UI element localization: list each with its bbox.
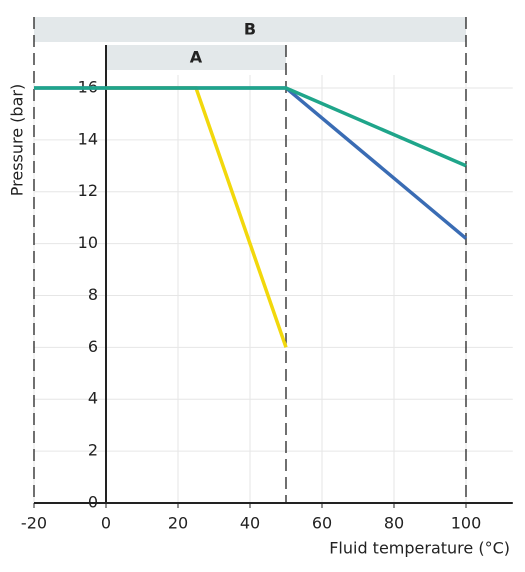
y-tick-label: 14	[78, 129, 98, 148]
x-tick-label: -20	[21, 514, 47, 533]
y-tick-label: 10	[78, 233, 98, 252]
y-tick-label: 4	[88, 389, 98, 408]
y-tick-label: 12	[78, 181, 98, 200]
y-axis-label: Pressure (bar)	[8, 84, 27, 196]
x-tick-label: 0	[101, 514, 111, 533]
y-tick-label: 6	[88, 337, 98, 356]
data-line	[34, 86, 467, 168]
y-tick-label: 8	[88, 285, 98, 304]
y-tick-label: 2	[88, 441, 98, 460]
x-tick-label: 20	[168, 514, 188, 533]
data-line	[106, 86, 288, 348]
range-band	[106, 45, 286, 70]
x-tick-label: 80	[384, 514, 404, 533]
range-band	[34, 17, 466, 42]
band-label: A	[190, 48, 203, 67]
x-tick-label: 60	[312, 514, 332, 533]
x-tick-label: 100	[451, 514, 482, 533]
y-tick-label: 0	[88, 493, 98, 512]
band-label: B	[244, 20, 256, 39]
x-axis-label: Fluid temperature (°C)	[329, 539, 510, 558]
x-tick-label: 40	[240, 514, 260, 533]
